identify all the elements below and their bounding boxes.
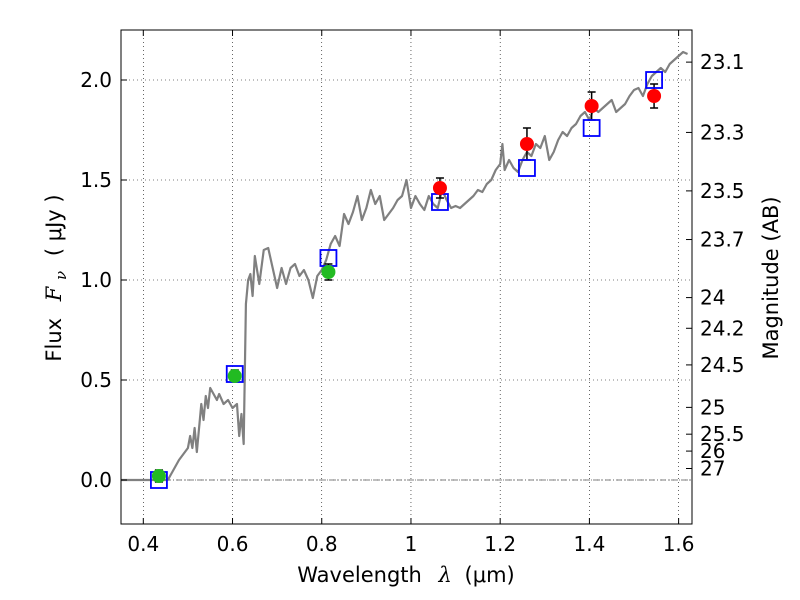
x-axis-label-symbol: λ <box>438 563 452 587</box>
model-photometry-square <box>518 159 536 177</box>
magnitude-tick-label: 27 <box>700 456 725 480</box>
y-tick-label: 0.5 <box>80 368 112 392</box>
model-photometry-square <box>645 71 663 89</box>
magnitude-tick-label: 24 <box>700 286 725 310</box>
observed-optical-point <box>151 469 166 483</box>
y-axis-label-text: Flux <box>42 318 66 362</box>
magnitude-tick-label: 23.5 <box>700 179 745 203</box>
x-tick-label: 0.4 <box>127 532 159 556</box>
observed-optical-point <box>321 265 336 279</box>
magnitude-tick-label: 25 <box>700 395 725 419</box>
magnitude-tick-label: 24.2 <box>700 316 745 340</box>
magnitude-tick-label: 26 <box>700 439 725 463</box>
x-tick-label: 0.8 <box>306 532 338 556</box>
x-axis-label-unit: (μm) <box>465 563 515 587</box>
magnitude-tick-label: 25.5 <box>700 422 745 446</box>
model-photometry-square <box>582 119 601 137</box>
x-axis-label-text: Wavelength <box>297 563 422 587</box>
x-tick-label: 1.4 <box>573 532 605 556</box>
magnitude-axis-label: Magnitude (AB) <box>759 196 783 359</box>
observed-nir-point <box>432 181 447 195</box>
observed-nir-point <box>584 99 599 113</box>
y-tick-label: 2.0 <box>80 68 112 92</box>
magnitude-tick-label: 23.3 <box>700 120 745 144</box>
plot-frame <box>120 29 693 525</box>
y-tick-label: 1.5 <box>80 168 112 192</box>
observed-nir-point <box>647 89 662 103</box>
magnitude-tick-label: 23.7 <box>700 228 745 252</box>
x-tick-label: 1.2 <box>484 532 516 556</box>
y-axis-ticks: 0.0 0.5 1.0 1.5 2.0 <box>80 68 127 492</box>
y-tick-label: 0.0 <box>80 468 112 492</box>
y-tick-label: 1.0 <box>80 268 112 292</box>
magnitude-tick-label: 24.5 <box>700 353 745 377</box>
y-axis-label-subscript: ν <box>52 271 70 280</box>
photometry-points <box>150 71 663 489</box>
x-tick-label: 1 <box>405 532 418 556</box>
y-axis-label-unit: ( μJy ) <box>42 194 66 256</box>
x-tick-label: 1.6 <box>663 532 695 556</box>
x-axis-ticks: 0.4 0.6 0.8 1 1.2 1.4 1.6 <box>127 30 695 556</box>
observed-nir-point <box>519 137 534 151</box>
x-tick-label: 0.6 <box>217 532 249 556</box>
y-axis-label-symbol: F <box>42 285 66 302</box>
magnitude-tick-label: 23.1 <box>700 50 745 74</box>
observed-optical-point <box>227 369 242 383</box>
x-axis-label: Wavelength λ (μm) <box>297 563 514 587</box>
y-axis-label: Flux F ν ( μJy ) <box>42 194 71 361</box>
